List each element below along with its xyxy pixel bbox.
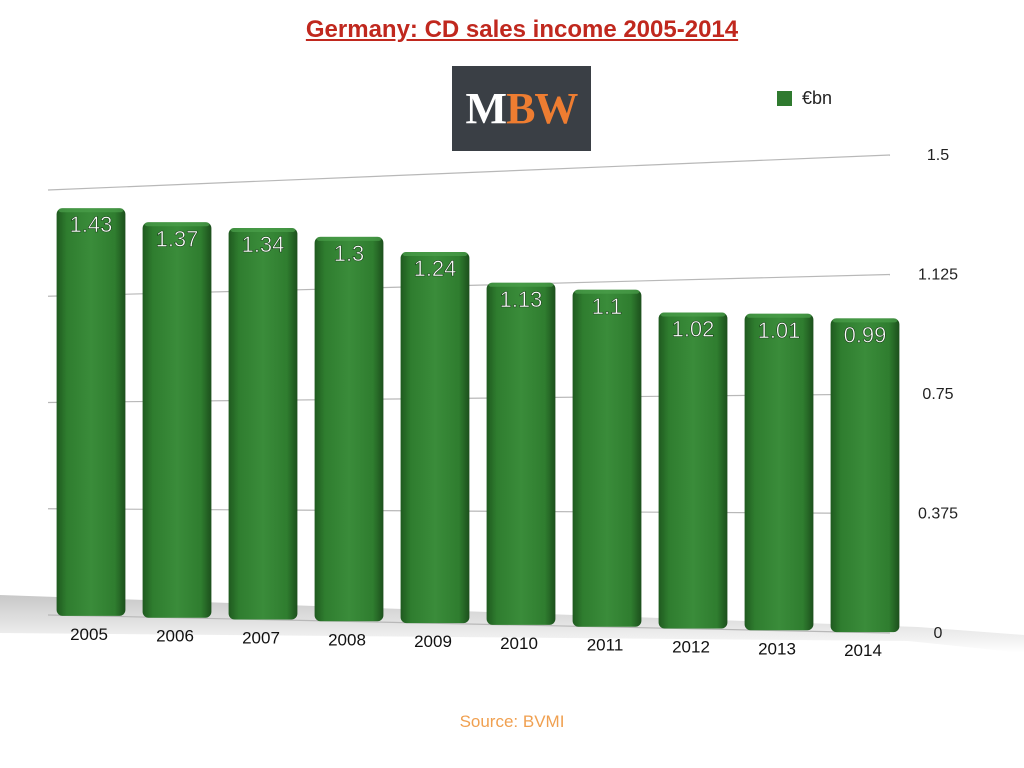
y-tick-label: 0: [934, 625, 943, 642]
x-tick-label: 2007: [242, 629, 280, 648]
x-tick-label: 2006: [156, 627, 194, 646]
data-label: 1.01: [758, 318, 801, 343]
data-label: 1.34: [242, 232, 285, 257]
bars: 1.43 1.37 1.34 1.3 1.24 1.13 1.1 1.02 1.01 0.99: [56, 208, 900, 633]
bar: [830, 318, 900, 633]
x-tick-label: 2011: [587, 636, 624, 655]
y-tick-label: 0.375: [918, 506, 958, 523]
bar: [658, 312, 728, 629]
bar-top: [832, 318, 898, 323]
data-label: 1.24: [414, 256, 457, 281]
y-tick-label: 0.75: [922, 386, 953, 403]
bar-top: [58, 208, 124, 213]
bar: [142, 222, 212, 618]
data-label: 1.02: [672, 316, 715, 341]
bar: [314, 236, 384, 622]
x-tick-label: 2008: [328, 630, 366, 649]
bar: [56, 208, 126, 616]
data-label: 0.99: [844, 322, 887, 347]
bar-top: [230, 227, 296, 232]
bar: [486, 282, 556, 625]
x-tick-label: 2009: [414, 632, 452, 651]
y-tick-label: 1.125: [918, 267, 958, 284]
legend-swatch: [777, 91, 792, 106]
bar: [744, 313, 814, 631]
data-label: 1.1: [592, 294, 623, 319]
bar: [572, 289, 642, 627]
bar-top: [660, 312, 726, 317]
chart-title: Germany: CD sales income 2005-2014: [305, 16, 739, 43]
x-tick-label: 2014: [844, 641, 882, 660]
y-tick-label: 1.5: [927, 147, 949, 164]
logo-text-m: M: [465, 84, 508, 133]
mbw-logo: M BW: [452, 66, 591, 151]
data-label: 1.43: [70, 212, 113, 237]
bar-top: [402, 252, 468, 257]
gridline: [47, 154, 891, 191]
logo-text-bw: BW: [506, 84, 578, 133]
bar-top: [144, 222, 210, 227]
bar: [400, 252, 470, 624]
x-tick-label: 2005: [70, 625, 108, 644]
y-axis-ticks: 0 0.375 0.75 1.125 1.5: [918, 147, 958, 642]
x-tick-label: 2013: [758, 639, 796, 658]
bar-top: [574, 289, 640, 294]
bar: [228, 227, 298, 620]
bar-top: [746, 313, 812, 318]
x-tick-label: 2010: [500, 634, 538, 653]
bar-top: [316, 236, 382, 241]
data-label: 1.3: [334, 241, 365, 266]
legend-label: €bn: [802, 88, 833, 108]
bar-top: [488, 282, 554, 287]
data-label: 1.13: [500, 287, 543, 312]
x-axis-ticks: 2005 2006 2007 2008 2009 2010 2011 2012 2013 2014: [70, 625, 882, 660]
source-note: Source: BVMI: [459, 712, 565, 731]
data-label: 1.37: [156, 226, 199, 251]
chart-legend: €bn: [777, 88, 832, 109]
x-tick-label: 2012: [672, 638, 710, 657]
